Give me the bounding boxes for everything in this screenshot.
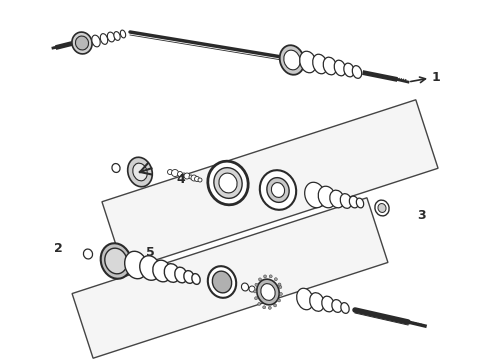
Circle shape xyxy=(269,306,271,309)
Ellipse shape xyxy=(219,173,237,193)
Ellipse shape xyxy=(140,256,160,280)
Ellipse shape xyxy=(323,57,337,75)
Circle shape xyxy=(253,290,256,293)
Ellipse shape xyxy=(305,182,325,208)
Ellipse shape xyxy=(284,50,300,70)
Ellipse shape xyxy=(332,300,342,312)
Ellipse shape xyxy=(313,54,327,74)
Text: 5: 5 xyxy=(146,246,154,258)
Circle shape xyxy=(191,175,197,181)
Ellipse shape xyxy=(322,296,334,312)
Text: 3: 3 xyxy=(417,208,426,221)
Ellipse shape xyxy=(184,271,194,283)
Circle shape xyxy=(198,178,202,182)
Ellipse shape xyxy=(112,163,120,172)
Ellipse shape xyxy=(212,271,232,293)
Ellipse shape xyxy=(334,60,346,76)
Ellipse shape xyxy=(260,170,296,210)
Circle shape xyxy=(195,176,199,181)
Circle shape xyxy=(274,278,277,281)
Circle shape xyxy=(259,278,262,281)
Ellipse shape xyxy=(300,51,317,73)
Ellipse shape xyxy=(267,177,289,202)
Text: 1: 1 xyxy=(432,71,441,84)
Ellipse shape xyxy=(83,249,93,259)
Ellipse shape xyxy=(100,33,108,44)
Circle shape xyxy=(263,306,266,309)
Ellipse shape xyxy=(261,284,275,300)
Ellipse shape xyxy=(378,203,386,212)
Circle shape xyxy=(258,302,261,305)
Circle shape xyxy=(279,285,282,289)
Ellipse shape xyxy=(92,35,100,47)
Ellipse shape xyxy=(340,194,352,208)
Ellipse shape xyxy=(72,32,92,54)
Circle shape xyxy=(277,299,280,302)
Ellipse shape xyxy=(105,248,127,274)
Ellipse shape xyxy=(257,279,279,305)
Ellipse shape xyxy=(164,264,180,282)
Ellipse shape xyxy=(356,198,364,208)
Ellipse shape xyxy=(107,32,115,42)
Ellipse shape xyxy=(75,36,89,50)
Text: 2: 2 xyxy=(53,242,62,255)
Circle shape xyxy=(182,173,186,177)
Circle shape xyxy=(279,292,282,296)
Ellipse shape xyxy=(280,45,304,75)
Circle shape xyxy=(249,286,255,292)
Circle shape xyxy=(184,173,190,179)
Ellipse shape xyxy=(341,303,349,313)
Ellipse shape xyxy=(121,30,125,38)
Ellipse shape xyxy=(192,274,200,284)
Text: 4: 4 xyxy=(176,172,185,185)
Ellipse shape xyxy=(175,267,187,283)
Ellipse shape xyxy=(352,66,362,78)
Ellipse shape xyxy=(100,243,131,279)
Ellipse shape xyxy=(330,190,344,208)
Circle shape xyxy=(168,170,172,175)
Ellipse shape xyxy=(128,157,152,187)
Circle shape xyxy=(254,297,258,300)
Ellipse shape xyxy=(296,288,313,310)
Ellipse shape xyxy=(344,63,354,77)
Ellipse shape xyxy=(349,196,359,208)
Circle shape xyxy=(273,304,276,307)
Ellipse shape xyxy=(214,168,242,198)
Ellipse shape xyxy=(242,283,248,291)
Circle shape xyxy=(172,170,178,176)
Ellipse shape xyxy=(153,260,171,282)
Ellipse shape xyxy=(208,266,236,298)
Circle shape xyxy=(269,275,272,278)
Ellipse shape xyxy=(133,163,147,181)
Circle shape xyxy=(189,175,193,179)
Circle shape xyxy=(278,283,281,286)
Polygon shape xyxy=(102,100,438,270)
Ellipse shape xyxy=(375,200,389,216)
Ellipse shape xyxy=(310,293,324,311)
Circle shape xyxy=(177,171,182,176)
Ellipse shape xyxy=(114,32,120,40)
Circle shape xyxy=(264,275,267,278)
Ellipse shape xyxy=(124,251,147,279)
Ellipse shape xyxy=(318,186,336,208)
Ellipse shape xyxy=(271,183,285,197)
Circle shape xyxy=(255,283,258,286)
Ellipse shape xyxy=(208,161,248,205)
Polygon shape xyxy=(72,198,388,358)
